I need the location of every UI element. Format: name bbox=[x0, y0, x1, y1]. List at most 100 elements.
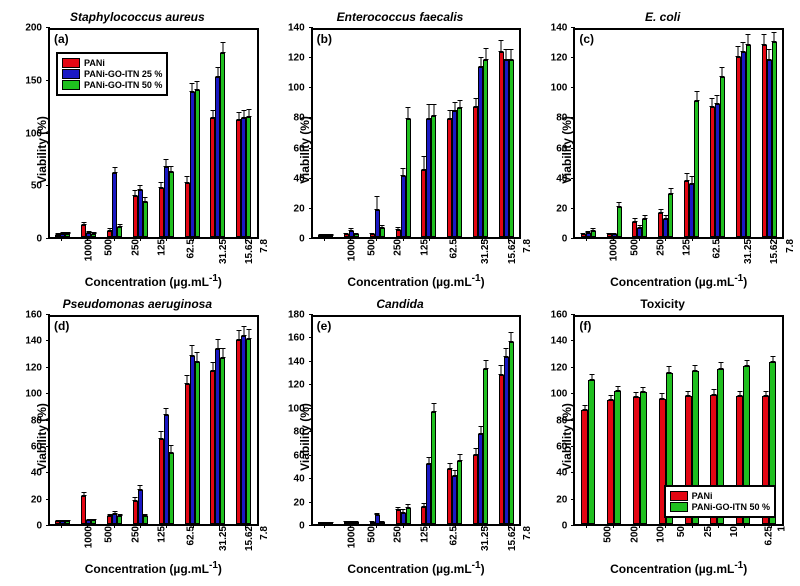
legend-item: PANi-GO-ITN 25 % bbox=[62, 69, 162, 79]
bar-group bbox=[338, 30, 364, 237]
y-tick-label: 40 bbox=[294, 474, 305, 485]
panel-label: (b) bbox=[317, 32, 332, 46]
x-tick-label: 500 bbox=[367, 239, 378, 256]
y-tick-label: 200 bbox=[25, 23, 42, 34]
error-bar bbox=[772, 32, 777, 42]
error-bar bbox=[720, 67, 725, 77]
panel-title: E. coli bbox=[535, 10, 790, 24]
y-tick-label: 100 bbox=[25, 389, 42, 400]
bar-group bbox=[601, 30, 627, 237]
x-tick-label: 125 bbox=[420, 526, 431, 543]
x-tick-label: 62.5 bbox=[186, 239, 197, 258]
x-tick-label: 250 bbox=[656, 239, 667, 256]
bar-group bbox=[338, 317, 364, 524]
bars-container bbox=[50, 317, 257, 524]
legend-item: PANi bbox=[670, 491, 770, 501]
error-bar bbox=[736, 391, 743, 396]
plot-area: (e) bbox=[311, 315, 522, 526]
bar-group bbox=[76, 317, 102, 524]
x-tick-label: 125 bbox=[682, 239, 693, 256]
error-bar bbox=[457, 454, 462, 461]
panel-title: Pseudomonas aeruginosa bbox=[10, 297, 265, 311]
error-bar bbox=[65, 520, 70, 521]
y-tick-label: 0 bbox=[36, 521, 42, 532]
error-bar bbox=[685, 391, 692, 396]
panel-a: Staphylococcus aureus(a)PANiPANi-GO-ITN … bbox=[10, 10, 265, 289]
error-bar bbox=[169, 445, 174, 453]
bar-group bbox=[416, 317, 442, 524]
x-axis-label: Concentration (µg.mL-1) bbox=[311, 560, 522, 576]
error-bar bbox=[195, 352, 200, 362]
bar-go50 bbox=[746, 45, 751, 237]
panel-f: Toxicity(f)PANiPANi-GO-ITN 50 %Viability… bbox=[535, 297, 790, 576]
y-ticks: 020406080100120140 bbox=[535, 28, 571, 239]
x-tick-label: 62.5 bbox=[186, 526, 197, 545]
legend-swatch bbox=[670, 502, 688, 512]
error-bar bbox=[617, 202, 622, 208]
bar-go50 bbox=[457, 461, 462, 524]
bar-group bbox=[627, 30, 653, 237]
error-bar bbox=[668, 188, 673, 194]
bar-group bbox=[627, 317, 653, 524]
x-tick-label: 15.62 bbox=[244, 239, 255, 264]
bar-group bbox=[468, 30, 494, 237]
y-tick-label: 60 bbox=[556, 441, 567, 452]
error-bar bbox=[431, 403, 436, 412]
bar-go50 bbox=[509, 60, 514, 237]
bar-group bbox=[653, 30, 679, 237]
y-tick-label: 60 bbox=[31, 441, 42, 452]
bar-go50 bbox=[617, 207, 622, 237]
panel-label: (e) bbox=[317, 319, 332, 333]
legend-item: PANi-GO-ITN 50 % bbox=[62, 80, 162, 90]
error-bar bbox=[717, 362, 724, 368]
y-tick-label: 160 bbox=[288, 333, 305, 344]
y-tick-label: 140 bbox=[288, 356, 305, 367]
bar-group bbox=[364, 30, 390, 237]
bars-container bbox=[575, 30, 782, 237]
error-bar bbox=[143, 514, 148, 517]
bar-go50 bbox=[772, 42, 777, 237]
error-bar bbox=[375, 513, 380, 515]
error-bar bbox=[762, 34, 767, 44]
y-tick-label: 80 bbox=[31, 415, 42, 426]
x-tick-label: 15.62 bbox=[507, 526, 518, 551]
y-ticks: 050100150200 bbox=[10, 28, 46, 239]
x-tick-label: 500 bbox=[367, 526, 378, 543]
bar-go50 bbox=[65, 234, 70, 237]
error-bar bbox=[220, 348, 225, 358]
panel-label: (d) bbox=[54, 319, 69, 333]
error-bar bbox=[581, 405, 588, 410]
y-tick-label: 60 bbox=[556, 143, 567, 154]
bar-group bbox=[313, 317, 339, 524]
y-tick-label: 0 bbox=[299, 521, 305, 532]
error-bar bbox=[614, 386, 621, 391]
error-bar bbox=[349, 228, 354, 231]
panel-title: Staphylococcus aureus bbox=[10, 10, 265, 24]
x-tick-label: 7.8 bbox=[259, 526, 270, 540]
error-bar bbox=[447, 463, 452, 469]
x-tick-label: 7.8 bbox=[785, 239, 796, 253]
x-tick-label: 31.25 bbox=[481, 239, 492, 264]
bar-group bbox=[179, 30, 205, 237]
error-bar bbox=[91, 232, 96, 234]
panel-title: Enterococcus faecalis bbox=[273, 10, 528, 24]
bar-go50 bbox=[431, 116, 436, 237]
error-bar bbox=[642, 215, 647, 219]
bar-go50 bbox=[694, 101, 699, 237]
error-bar bbox=[743, 360, 750, 366]
x-axis-label: Concentration (µg.mL-1) bbox=[48, 273, 259, 289]
y-tick-label: 20 bbox=[31, 494, 42, 505]
plot-area: (f)PANiPANi-GO-ITN 50 % bbox=[573, 315, 784, 526]
bar-group bbox=[231, 317, 257, 524]
bar-go50 bbox=[169, 453, 174, 524]
bar-go50 bbox=[668, 194, 673, 237]
x-tick-label: 62.5 bbox=[449, 526, 460, 545]
bar-go50 bbox=[246, 339, 251, 524]
error-bar bbox=[710, 389, 717, 394]
y-tick-label: 40 bbox=[31, 468, 42, 479]
x-tick-label: 500 bbox=[630, 239, 641, 256]
error-bar bbox=[659, 393, 666, 398]
bar-group bbox=[127, 317, 153, 524]
bar-group bbox=[50, 317, 76, 524]
error-bar bbox=[91, 519, 96, 520]
